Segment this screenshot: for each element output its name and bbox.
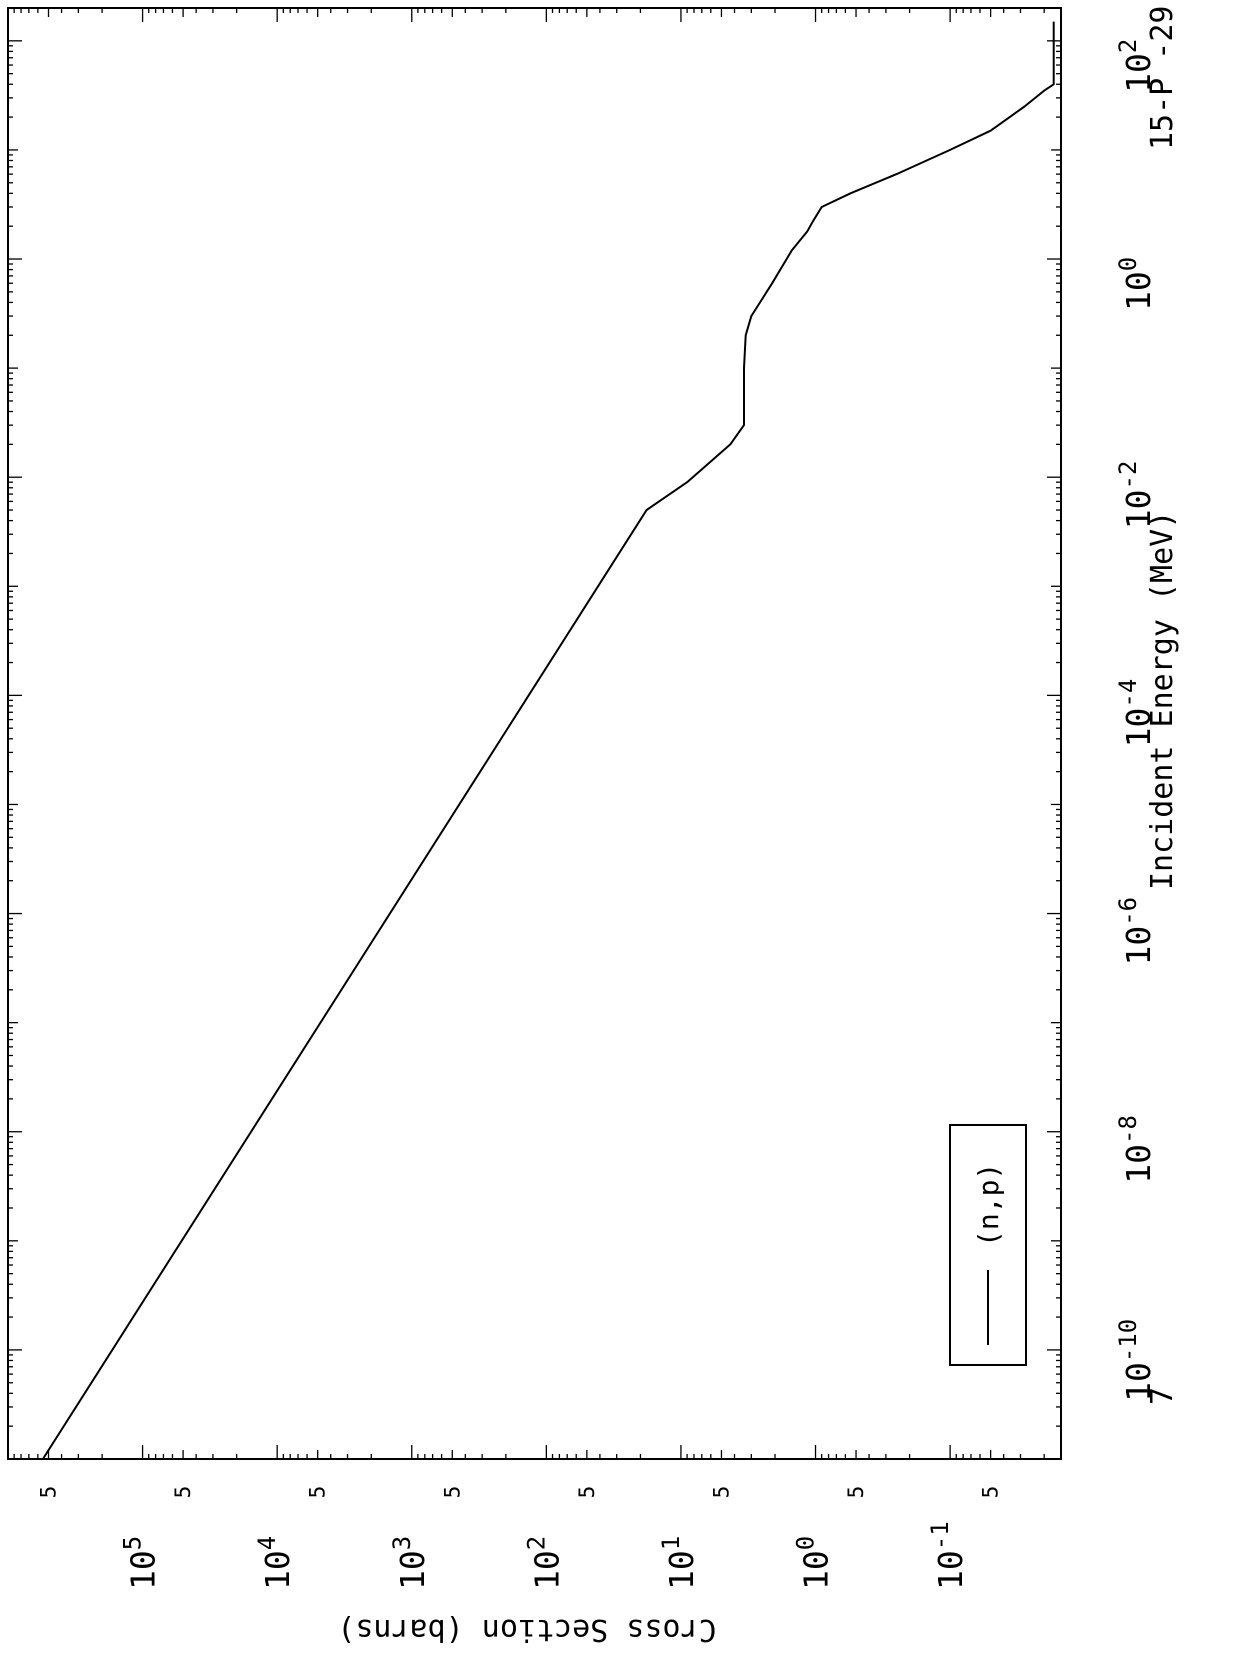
y-tick-label: 105 — [119, 1536, 163, 1590]
y-tick-label: 10-1 — [926, 1521, 970, 1590]
y-five-label: 5 — [575, 1486, 599, 1499]
y-tick-label: 101 — [657, 1536, 701, 1590]
x-tick-labels: 10-10 10-8 10-6 10-4 10-2 100 102 — [1114, 39, 1158, 1402]
material-label: 15-P -29 — [1145, 6, 1180, 151]
minor-ticks — [8, 7, 1061, 1459]
x-tick-label: 10-4 — [1114, 679, 1158, 748]
y-five-label: 5 — [306, 1486, 330, 1499]
y-five-label: 5 — [844, 1486, 868, 1499]
y-five-label: 5 — [171, 1486, 195, 1499]
y-tick-label: 100 — [792, 1536, 836, 1590]
x-tick-label: 102 — [1114, 39, 1158, 93]
series-layer — [42, 21, 1055, 1460]
major-ticks — [7, 8, 1061, 1460]
y-tick-label: 104 — [253, 1536, 297, 1590]
legend: (n,p) — [949, 1124, 1027, 1366]
y-five-label: 5 — [37, 1486, 61, 1499]
y-tick-label: 102 — [522, 1536, 566, 1590]
y-five-label: 5 — [709, 1486, 733, 1499]
y-tick-labels: 105 104 103 102 101 100 10-1 5 5 5 5 5 5 5 5 — [37, 1486, 1003, 1590]
corner-number: 7 — [1145, 1387, 1180, 1405]
y-five-label: 5 — [440, 1486, 464, 1499]
x-tick-label: 10-10 — [1114, 1319, 1158, 1402]
legend-label: (n,p) — [972, 1163, 1005, 1247]
y-axis-title: Cross Section (barns) — [337, 1612, 716, 1647]
y-tick-label: 103 — [388, 1536, 432, 1590]
x-tick-label: 10-6 — [1114, 897, 1158, 966]
x-tick-label: 100 — [1114, 257, 1158, 311]
plot-frame — [7, 7, 1062, 1460]
x-tick-label: 10-8 — [1114, 1115, 1158, 1184]
x-tick-label: 10-2 — [1114, 461, 1158, 530]
series-line-np — [42, 21, 1055, 1460]
y-five-label: 5 — [979, 1486, 1003, 1499]
x-axis-title: Incident Energy (MeV) — [1145, 511, 1180, 890]
